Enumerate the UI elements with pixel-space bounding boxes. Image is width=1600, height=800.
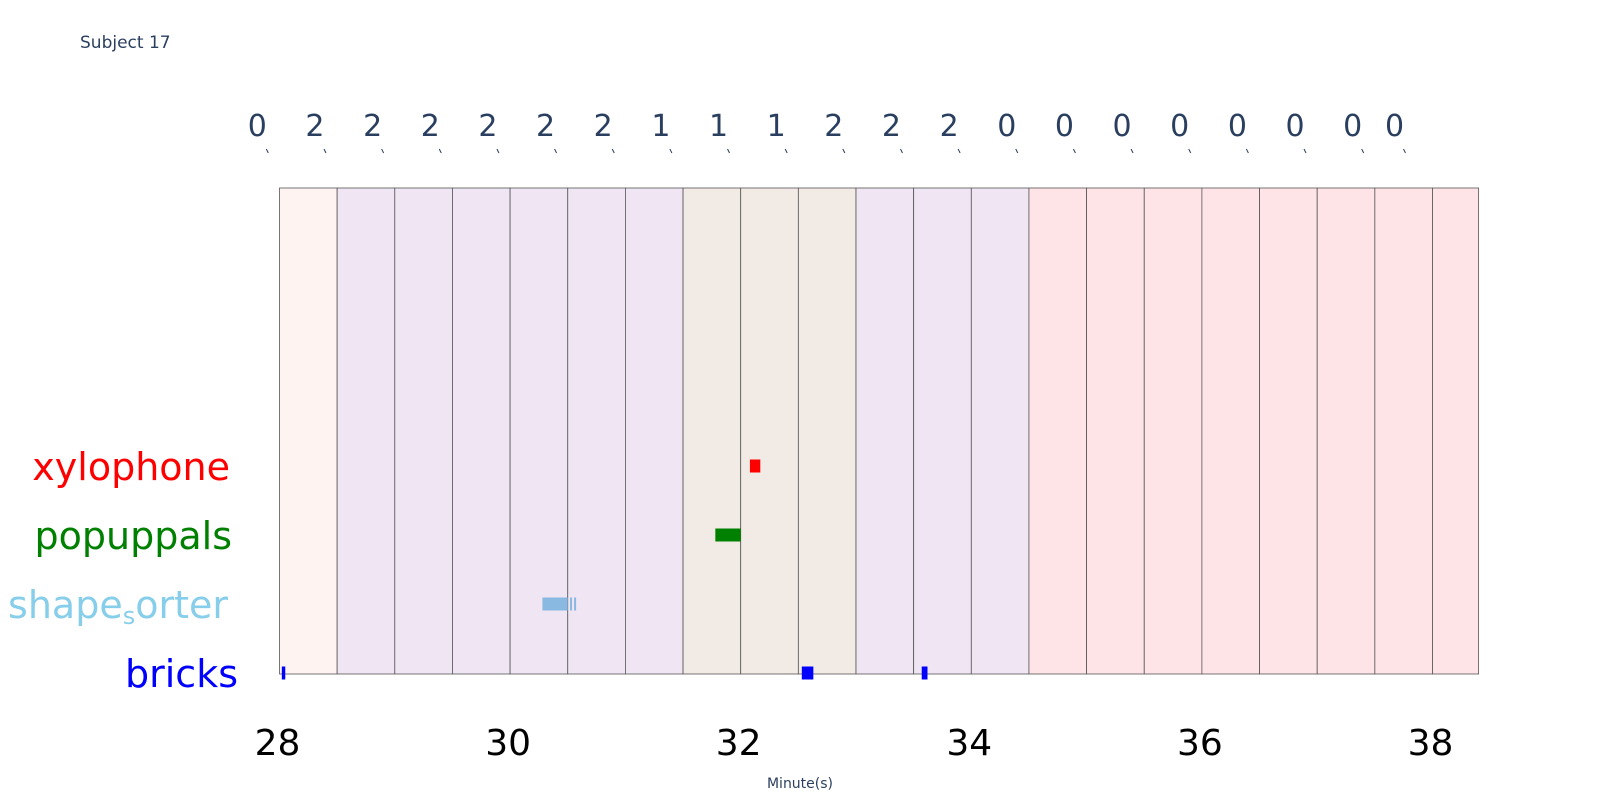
segment-label-9: 1 <box>767 109 786 144</box>
segment-label-tick-14 <box>1072 148 1076 154</box>
segment-label-0: 0 <box>248 109 267 144</box>
segment-19 <box>1374 187 1433 675</box>
segment-17 <box>1259 187 1318 675</box>
event-bricks-2 <box>921 666 928 680</box>
x-tick-label-5: 38 <box>1408 723 1454 764</box>
segment-label-4: 2 <box>478 109 497 144</box>
segment-5 <box>567 187 626 675</box>
x-tick-label-3: 34 <box>946 723 992 764</box>
segment-label-3: 2 <box>421 109 440 144</box>
segment-15 <box>1143 187 1203 675</box>
segment-label-17: 0 <box>1228 109 1247 144</box>
segment-label-15: 0 <box>1113 109 1132 144</box>
segment-label-tick-20 <box>1403 148 1406 154</box>
segment-3 <box>452 187 511 675</box>
segment-20 <box>1432 187 1480 675</box>
segment-label-10: 2 <box>824 109 843 144</box>
series-label-bricks: bricks <box>125 652 238 696</box>
segment-label-tick-16 <box>1188 148 1192 154</box>
segment-label-tick-2 <box>381 148 385 154</box>
segment-label-tick-18 <box>1303 148 1307 154</box>
segments-layer <box>279 187 1480 675</box>
segment-label-tick-17 <box>1245 148 1249 154</box>
x-tick-label-4: 36 <box>1177 723 1223 764</box>
segment-label-tick-3 <box>438 148 442 154</box>
segment-label-tick-1 <box>323 148 327 154</box>
segment-label-tick-19 <box>1361 148 1365 154</box>
segment-label-tick-10 <box>842 148 846 154</box>
x-tick-label-1: 30 <box>485 723 531 764</box>
segment-7 <box>682 187 742 675</box>
segment-label-8: 1 <box>709 109 728 144</box>
segment-2 <box>394 187 453 675</box>
event-bricks-1 <box>801 666 814 680</box>
x-tick-label-0: 28 <box>255 723 301 764</box>
event-xylophone-0 <box>749 459 761 473</box>
segment-9 <box>797 187 857 675</box>
segment-label-tick-11 <box>900 148 903 154</box>
series-labels-layer: xylophone popuppals shapesorter bricks <box>8 445 238 696</box>
segment-label-tick-8 <box>727 148 730 154</box>
segment-label-16: 0 <box>1170 109 1189 144</box>
segment-label-tick-7 <box>669 148 673 154</box>
segment-18 <box>1316 187 1376 675</box>
segment-16 <box>1201 187 1260 675</box>
segment-label-tick-15 <box>1130 148 1134 154</box>
event-shapesorter-1 <box>570 597 573 611</box>
x-axis-label: Minute(s) <box>766 776 834 792</box>
segment-14 <box>1086 187 1145 675</box>
segment-label-19: 0 <box>1343 109 1362 144</box>
segment-0 <box>279 187 338 675</box>
segment-label-18: 0 <box>1285 109 1304 144</box>
event-popuppals-0 <box>715 528 741 542</box>
event-shapesorter-2 <box>574 597 577 611</box>
segment-label-20: 0 <box>1385 109 1404 144</box>
segment-label-1: 2 <box>305 109 324 144</box>
x-tick-labels-layer: 28 30 32 34 36 38 <box>255 723 1454 764</box>
segment-1 <box>336 187 396 675</box>
event-bricks-0 <box>281 666 286 680</box>
events-layer <box>281 459 928 680</box>
segment-11 <box>913 187 972 675</box>
segment-label-12: 2 <box>940 109 959 144</box>
series-label-popuppals: popuppals <box>35 514 232 558</box>
series-label-shapesorter: shapesorter <box>8 583 228 630</box>
segment-label-11: 2 <box>882 109 901 144</box>
segment-label-13: 0 <box>997 109 1016 144</box>
segment-label-5: 2 <box>536 109 555 144</box>
segment-label-tick-6 <box>611 148 615 154</box>
segment-8 <box>740 187 799 675</box>
series-label-xylophone: xylophone <box>32 445 230 489</box>
segment-label-tick-5 <box>554 148 558 154</box>
segment-label-tick-12 <box>957 148 961 154</box>
segment-6 <box>625 187 684 675</box>
segment-label-tick-9 <box>784 148 788 154</box>
segment-label-2: 2 <box>363 109 382 144</box>
segment-label-7: 1 <box>651 109 670 144</box>
segment-label-6: 2 <box>594 109 613 144</box>
segment-13 <box>1028 187 1087 675</box>
event-shapesorter-0 <box>542 597 568 611</box>
x-tick-label-2: 32 <box>716 723 762 764</box>
segment-label-tick-4 <box>496 148 500 154</box>
segment-label-tick-13 <box>1015 148 1019 154</box>
subject-title: Subject 17 <box>80 33 171 53</box>
segment-label-tick-0 <box>265 148 269 154</box>
segment-10 <box>855 187 915 675</box>
segment-label-14: 0 <box>1055 109 1074 144</box>
segment-12 <box>970 187 1030 675</box>
